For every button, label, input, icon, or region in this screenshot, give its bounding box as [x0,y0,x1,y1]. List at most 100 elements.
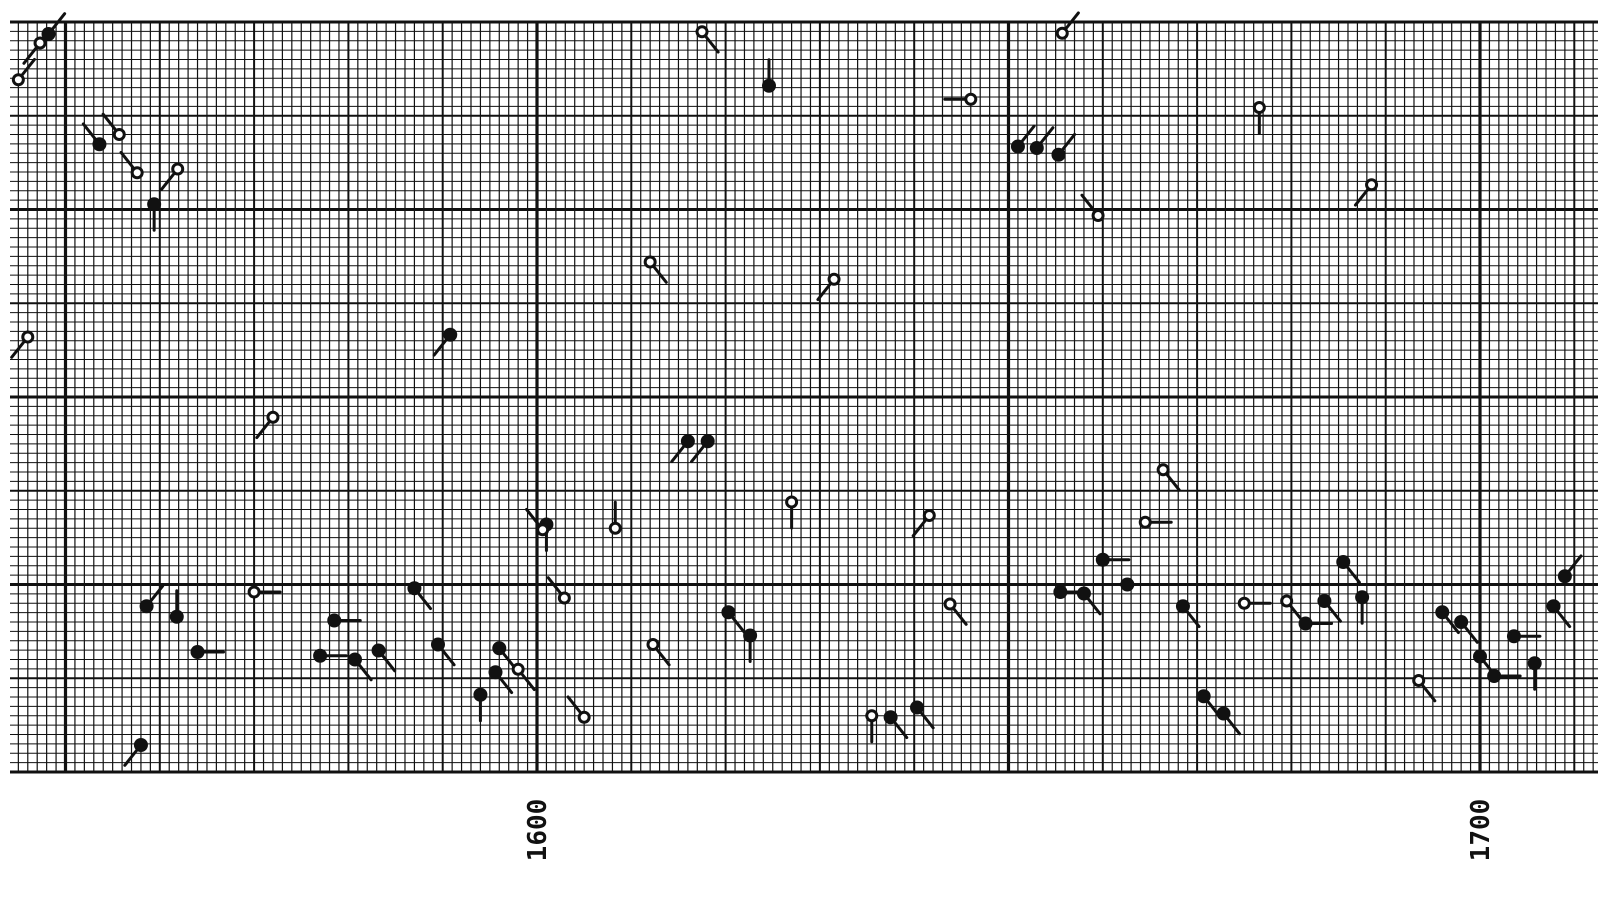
data-point-filled [721,605,736,620]
data-point-filled [492,641,507,656]
data-point [255,410,280,440]
data-point-filled [1196,689,1211,704]
data-point-open [964,92,978,106]
data-point-open [171,162,185,176]
data-point-filled [1527,656,1542,671]
data-point [1527,656,1542,691]
data-point-filled [1355,590,1370,605]
data-point-open [608,521,622,535]
data-point-open [922,509,936,522]
data-point-open [33,36,47,50]
data-point [327,613,362,628]
data-point [1280,594,1305,623]
data-point-filled [1506,629,1521,644]
data-point-open [1237,596,1251,610]
data-point-open [21,330,35,344]
data-point-open [11,73,25,87]
data-point [1546,599,1572,629]
data-point [41,12,67,41]
data-point-open [511,662,525,676]
data-point [473,687,488,723]
data-point [1435,605,1460,635]
data-point-filled [1336,555,1351,569]
data-point [1353,178,1379,207]
data-point [1216,706,1242,736]
data-point-filled [371,643,386,658]
data-point [1487,669,1522,683]
data-point-filled [190,645,205,659]
data-point [646,638,671,667]
data-point-filled [1216,706,1231,721]
data-point [371,643,397,673]
data-point-open [643,255,657,269]
data-point [147,197,162,232]
data-point-filled [1487,669,1502,683]
data-point-open [1055,26,1069,40]
data-point-filled [743,628,758,643]
data-point [1138,515,1173,529]
data-point [160,162,185,191]
data-point-filled [92,137,107,152]
data-point-open [865,709,879,723]
data-point-open [1412,674,1426,687]
data-point [22,36,47,65]
data-point-open [1365,178,1379,192]
data-point-filled [1473,649,1487,664]
data-point [407,581,433,611]
data-point [785,495,799,530]
x-tick-label: 1700 [1466,799,1496,862]
data-point [1252,101,1266,135]
data-point [1175,599,1201,629]
data-point-open [112,128,126,141]
data-point-open [785,495,799,509]
data-point-filled [680,434,695,449]
data-point-filled [407,581,422,596]
data-point-open [1091,209,1105,222]
data-point [1317,594,1343,623]
data-point [139,584,165,614]
data-point [10,330,35,359]
data-point-open [827,272,841,286]
data-point [430,637,456,667]
data-point [1029,126,1055,155]
data-point-filled [169,609,184,624]
data-point [943,92,978,106]
data-point-filled [883,710,898,725]
data-point-filled [327,613,342,628]
data-point-open [695,25,709,39]
data-point-open [1138,515,1152,529]
data-point [1506,629,1542,644]
data-point [1237,596,1272,610]
x-tick-labels: 1600 1700 [523,799,1496,862]
data-point [690,434,715,464]
data-point-open [646,638,660,651]
data-point [1055,11,1080,40]
data-point [123,738,148,767]
data-point-filled [313,648,328,663]
data-point [1095,552,1131,567]
data-point-open [557,591,571,605]
data-point-filled [1076,586,1091,601]
data-point-filled [443,327,458,342]
data-point [492,641,517,671]
data-point [247,585,282,599]
data-point [348,652,373,682]
data-point-filled [1175,599,1190,614]
data-point [313,648,348,663]
data-point-filled [1298,616,1313,631]
data-point [488,665,514,695]
data-point-filled [430,637,445,652]
data-point [566,695,591,724]
grid-major [10,20,1598,774]
data-point [1051,132,1077,162]
data-point-filled [348,652,363,667]
data-point [911,509,936,538]
data-point [432,327,458,357]
data-point [119,150,144,180]
data-point-open [1156,463,1170,477]
data-point-open [943,597,957,611]
data-point [511,662,536,692]
data-point [1412,674,1437,703]
data-point [1120,577,1155,592]
